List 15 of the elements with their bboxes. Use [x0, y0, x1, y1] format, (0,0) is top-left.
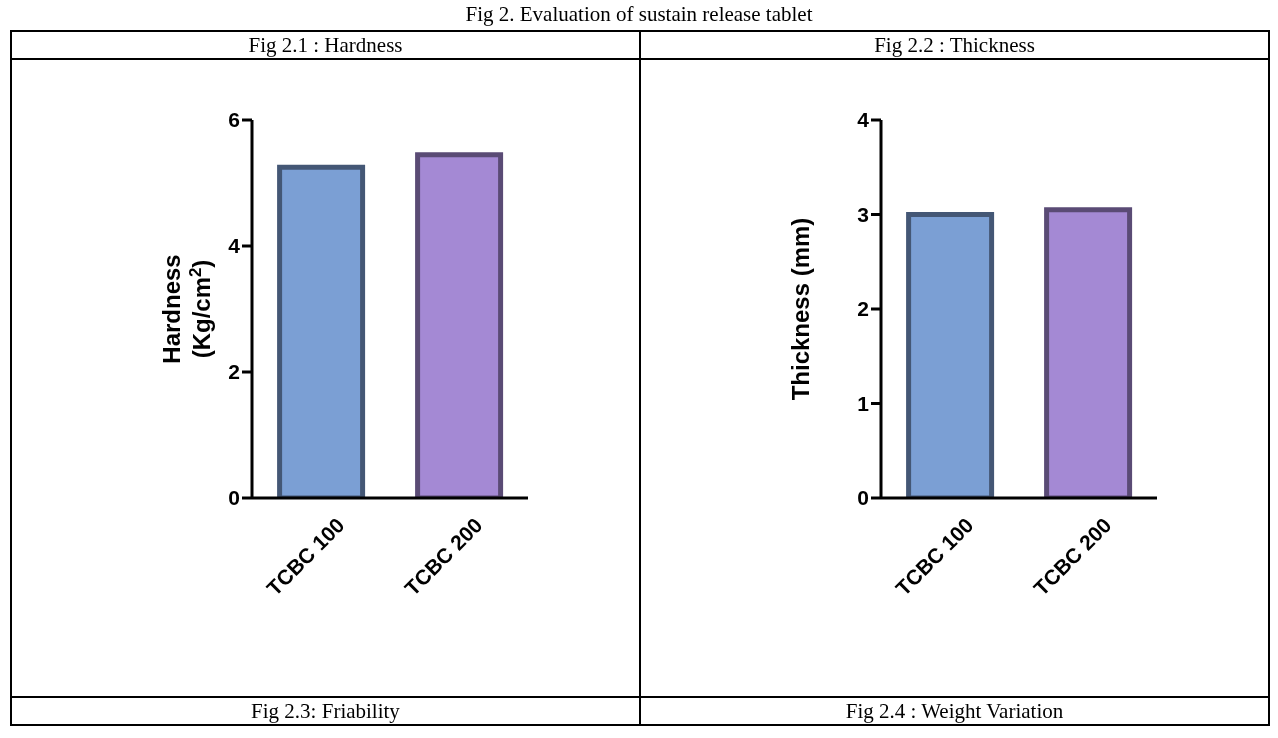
y-tick-label: 2 [857, 297, 869, 321]
chart-title: Fig 2.2 : Thickness [641, 32, 1268, 60]
text: Fig 2.3: Friability [12, 698, 639, 724]
caption: Fig 2. Evaluation of sustain release tablet [465, 2, 813, 26]
y-axis-title: Thickness (mm) [787, 217, 814, 401]
y-tick-label: 1 [857, 391, 870, 415]
y-tick-label: 0 [228, 486, 240, 510]
text: Fig 2.4 : Weight Variation [641, 698, 1268, 724]
y-tick-label: 6 [228, 108, 240, 132]
chart-title: Fig 2.1 : Hardness [12, 32, 639, 60]
y-tick-label: 3 [857, 202, 869, 226]
y-tick-label: 4 [228, 234, 241, 258]
y-tick-label: 4 [857, 108, 870, 132]
y-tick-label: 2 [228, 360, 240, 384]
y-tick-label: 0 [857, 486, 869, 510]
